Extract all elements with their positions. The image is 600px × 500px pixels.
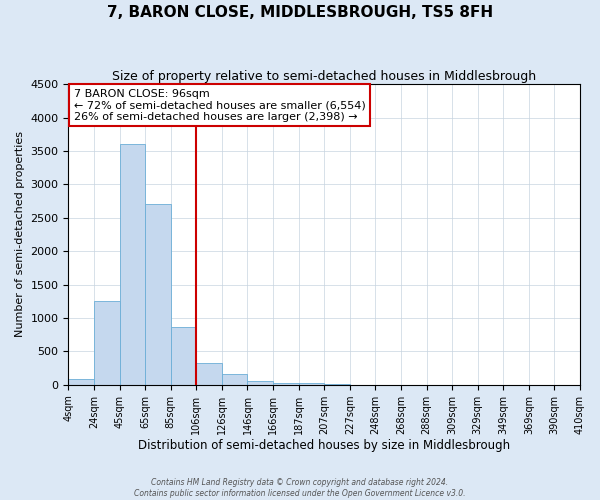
Bar — [94, 301, 119, 384]
Bar — [119, 144, 145, 384]
Bar — [222, 374, 247, 384]
Bar — [247, 381, 273, 384]
Text: 7 BARON CLOSE: 96sqm
← 72% of semi-detached houses are smaller (6,554)
26% of se: 7 BARON CLOSE: 96sqm ← 72% of semi-detac… — [74, 88, 365, 122]
Bar — [171, 328, 196, 384]
X-axis label: Distribution of semi-detached houses by size in Middlesbrough: Distribution of semi-detached houses by … — [138, 440, 510, 452]
Bar — [68, 380, 94, 384]
Title: Size of property relative to semi-detached houses in Middlesbrough: Size of property relative to semi-detach… — [112, 70, 536, 83]
Text: 7, BARON CLOSE, MIDDLESBROUGH, TS5 8FH: 7, BARON CLOSE, MIDDLESBROUGH, TS5 8FH — [107, 5, 493, 20]
Bar — [273, 382, 299, 384]
Text: Contains HM Land Registry data © Crown copyright and database right 2024.
Contai: Contains HM Land Registry data © Crown c… — [134, 478, 466, 498]
Bar — [145, 204, 171, 384]
Bar — [196, 362, 222, 384]
Y-axis label: Number of semi-detached properties: Number of semi-detached properties — [15, 132, 25, 338]
